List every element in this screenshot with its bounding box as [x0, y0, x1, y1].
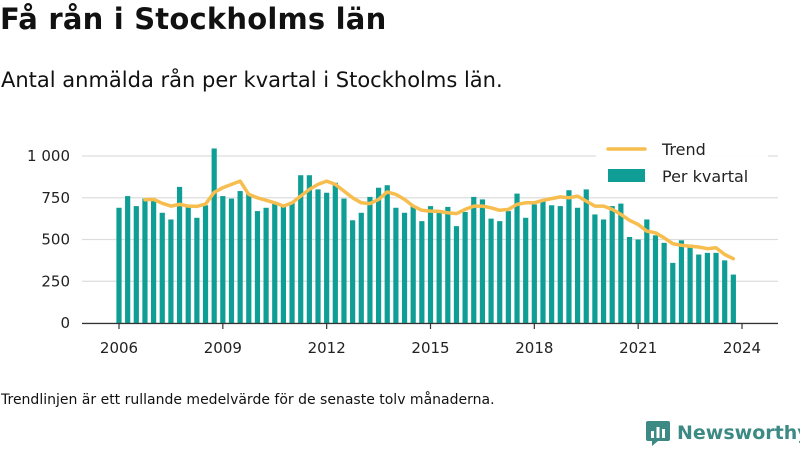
bar: [263, 207, 269, 323]
bar: [220, 196, 226, 323]
footnote: Trendlinjen är ett rullande medelvärde f…: [1, 392, 495, 408]
bar: [462, 211, 468, 323]
y-tick-label: 0: [60, 314, 70, 332]
bar: [116, 207, 122, 323]
bar: [436, 211, 442, 323]
bar: [566, 190, 572, 323]
bar: [523, 217, 529, 323]
bar: [505, 211, 511, 323]
bar: [393, 207, 399, 323]
bar: [280, 204, 287, 323]
bar: [730, 274, 736, 323]
bar: [618, 203, 624, 323]
bar: [298, 175, 304, 323]
bar: [142, 198, 148, 323]
y-tick-label: 500: [41, 231, 70, 249]
bar: [583, 189, 589, 323]
legend-label-per-kvartal: Per kvartal: [662, 167, 748, 186]
bar: [678, 240, 685, 323]
x-tick-label: 2021: [619, 339, 657, 357]
chart-subtitle: Antal anmälda rån per kvartal i Stockhol…: [1, 68, 503, 92]
bar: [652, 235, 659, 323]
bar: [324, 192, 330, 323]
bar: [557, 206, 563, 323]
bar: [592, 214, 598, 323]
bar: [306, 175, 312, 323]
bar: [531, 204, 537, 323]
brand-logo[interactable]: Newsworthy: [645, 418, 800, 448]
legend-background: [596, 135, 768, 195]
x-tick-label: 2012: [308, 339, 346, 357]
bar: [514, 193, 520, 323]
bar: [661, 242, 667, 323]
bar: [341, 198, 347, 323]
bar: [479, 199, 486, 323]
bar: [185, 206, 191, 323]
x-tick-label: 2006: [100, 339, 138, 357]
chart-title: Få rån i Stockholms län: [0, 2, 387, 36]
bar: [246, 193, 252, 323]
bar: [410, 206, 416, 323]
trend-line: [143, 179, 736, 261]
bar: [626, 236, 633, 323]
bar: [194, 217, 200, 323]
bar: [289, 202, 295, 323]
bar: [254, 211, 261, 323]
bar: [237, 191, 243, 323]
bar: [600, 219, 607, 323]
bar: [228, 198, 235, 323]
bar: [704, 252, 710, 323]
bar: [713, 252, 719, 323]
bar: [427, 206, 434, 323]
bar: [574, 207, 581, 323]
bar: [358, 212, 364, 323]
bar: [696, 254, 702, 323]
bar: [159, 212, 165, 323]
bar: [488, 218, 494, 323]
bar: [202, 205, 209, 323]
newsworthy-logo-icon: [646, 421, 670, 446]
y-tick-label: 750: [41, 189, 70, 207]
bar: [125, 196, 131, 323]
bar: [176, 186, 183, 323]
bar: [453, 226, 460, 323]
bar: [375, 187, 382, 323]
bar: [384, 185, 390, 323]
x-tick-label: 2009: [204, 339, 242, 357]
bar: [722, 260, 728, 323]
bar: [401, 212, 408, 323]
bar: [211, 148, 217, 323]
legend: Trend Per kvartal: [596, 135, 768, 195]
bar: [367, 196, 373, 323]
bar: [644, 219, 650, 323]
bar: [168, 219, 174, 323]
bar: [540, 199, 546, 323]
axes: 2006 2009 2012 2015 2018 2021 2024: [82, 322, 778, 357]
bar: [315, 189, 321, 323]
bar: [419, 221, 425, 323]
y-tick-label: 1 000: [27, 147, 70, 165]
legend-bar-swatch: [608, 169, 645, 182]
bar: [445, 206, 451, 323]
bar: [635, 239, 641, 323]
bar: [471, 196, 477, 323]
bar: [151, 198, 157, 323]
bar: [332, 182, 338, 323]
bar: [350, 220, 356, 323]
bar: [133, 206, 139, 323]
bar-series: [116, 148, 736, 323]
legend-label-trend: Trend: [661, 140, 706, 159]
bar: [687, 244, 693, 323]
bar: [609, 206, 615, 323]
bar: [272, 202, 278, 323]
bar: [670, 262, 676, 323]
x-tick-label: 2018: [515, 339, 553, 357]
bar: [497, 221, 503, 323]
x-tick-label: 2024: [723, 339, 761, 357]
brand-name: Newsworthy: [677, 422, 800, 444]
y-tick-label: 250: [41, 272, 70, 290]
bar: [549, 205, 555, 323]
x-tick-label: 2015: [411, 339, 449, 357]
